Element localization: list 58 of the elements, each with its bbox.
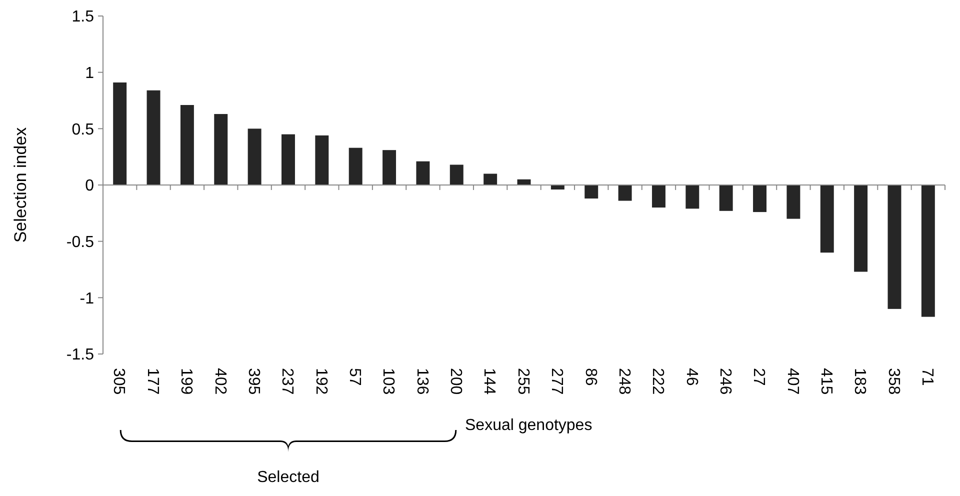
x-tick-label: 402 [211, 368, 228, 395]
bar [416, 161, 430, 185]
x-tick-label: 199 [178, 368, 195, 395]
y-tick-label: 0 [85, 178, 94, 195]
bar [753, 185, 766, 212]
x-tick-label: 71 [918, 368, 936, 386]
text: Selected [257, 469, 320, 486]
y-tick-label: -0.5 [66, 234, 94, 251]
bar [382, 150, 396, 185]
x-tick-label: 415 [818, 368, 835, 395]
x-tick-label: 246 [716, 368, 734, 395]
y-axis-title: Selection index [11, 126, 30, 243]
bar [719, 185, 733, 211]
y-tick-label: -1 [80, 290, 94, 308]
bar [786, 185, 800, 219]
x-tick-label: 200 [447, 368, 464, 395]
bar [450, 164, 464, 185]
bar [113, 82, 127, 185]
x-tick-label: 277 [548, 368, 566, 395]
x-tick-label: 57 [346, 368, 363, 386]
x-axis-title: Sexual genotypes [465, 417, 592, 434]
x-tick-label: 103 [380, 368, 397, 395]
bar [315, 135, 329, 185]
x-tick-label: 407 [784, 368, 801, 395]
x-tick-label: 305 [110, 368, 128, 395]
x-tick-label: 248 [615, 368, 632, 395]
x-tick-label: 144 [480, 368, 498, 395]
bar [484, 174, 498, 185]
x-tick-label: 46 [682, 368, 700, 386]
bar [888, 185, 902, 309]
x-tick-label: 136 [413, 368, 430, 395]
bar [348, 148, 362, 185]
x-tick-label: 395 [244, 368, 262, 395]
y-tick-label: 0.5 [72, 121, 94, 138]
bar [214, 114, 228, 185]
x-tick-label: 192 [312, 368, 330, 395]
bar [584, 185, 598, 199]
bar [820, 185, 834, 253]
x-tick-label: 177 [144, 368, 161, 395]
bar [652, 185, 666, 208]
y-tick-label: 1.5 [72, 8, 94, 26]
x-tick-label: 255 [514, 368, 532, 395]
x-tick-label: 237 [278, 368, 296, 395]
bar [146, 90, 160, 185]
x-tick-label: 183 [851, 368, 868, 395]
bar [180, 105, 194, 185]
x-tick-label: 27 [750, 368, 768, 386]
x-tick-label: 86 [582, 368, 599, 386]
bar [618, 185, 632, 201]
y-tick-label: 1 [85, 64, 94, 82]
bar [248, 128, 262, 185]
x-tick-label: 358 [884, 368, 902, 395]
bar [921, 185, 935, 317]
bar [686, 185, 700, 209]
bar [282, 134, 295, 185]
bar [854, 185, 868, 272]
y-tick-label: -1.5 [66, 346, 94, 364]
x-tick-label: 222 [649, 368, 666, 395]
